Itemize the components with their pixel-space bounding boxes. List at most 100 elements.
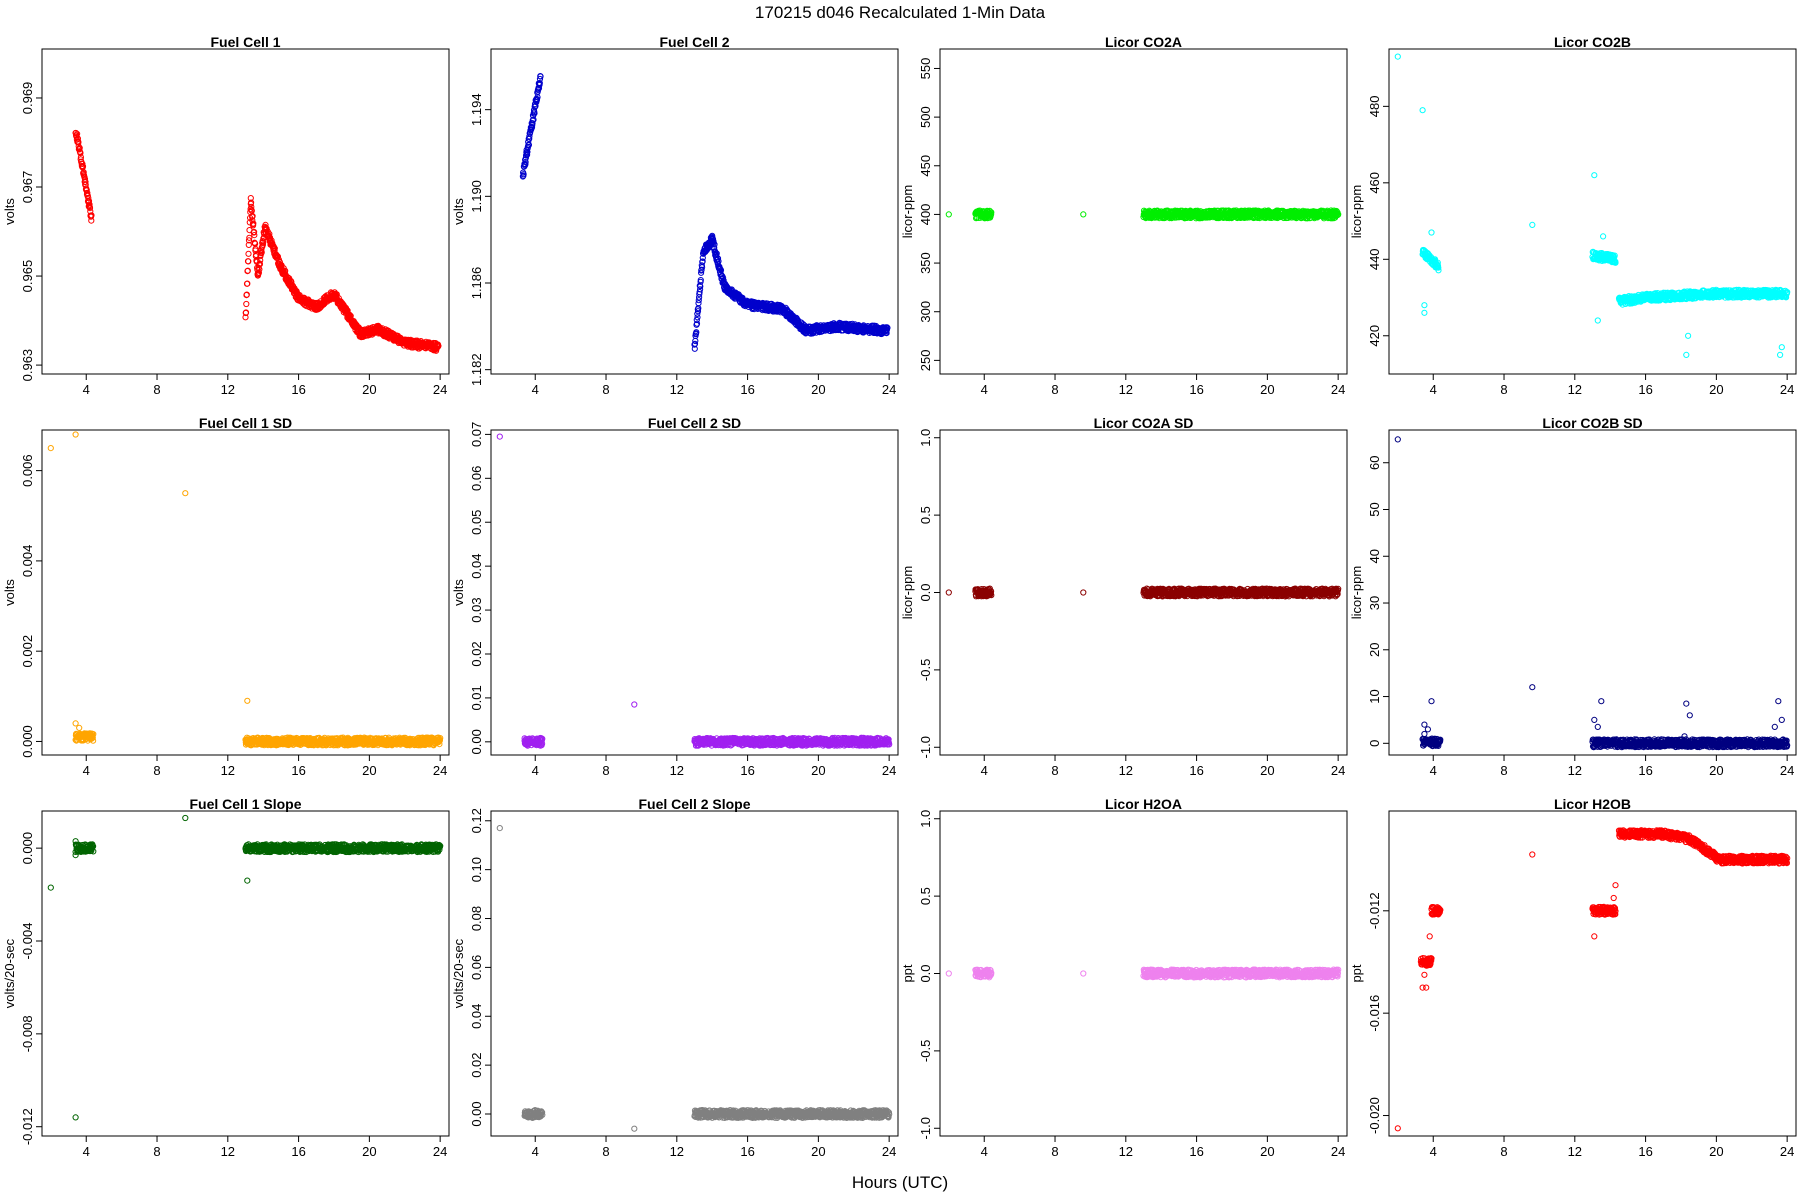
plot-frame xyxy=(41,429,450,756)
plot-frame xyxy=(1388,48,1797,375)
y-tick-label: 440 xyxy=(1367,248,1382,270)
x-tick-label: 8 xyxy=(153,382,160,397)
y-tick-label: 400 xyxy=(918,204,933,226)
y-tick-label: 0.965 xyxy=(20,260,35,293)
data-point xyxy=(694,314,701,321)
data-point xyxy=(248,203,255,210)
y-tick-label: 450 xyxy=(918,155,933,177)
x-tick-label: 16 xyxy=(291,382,305,397)
data-point xyxy=(520,171,527,178)
data-point xyxy=(262,221,269,228)
data-point xyxy=(1600,233,1607,240)
y-tick-label: 0.967 xyxy=(20,171,35,204)
y-tick-label: 0.04 xyxy=(469,553,484,578)
y-tick-label: 480 xyxy=(1367,96,1382,118)
data-point xyxy=(245,241,252,248)
data-point xyxy=(243,300,250,308)
data-points xyxy=(496,433,893,749)
x-tick-label: 24 xyxy=(1331,382,1345,397)
data-point xyxy=(243,291,250,298)
data-point xyxy=(435,342,442,349)
data-point xyxy=(536,80,543,87)
data-point xyxy=(72,720,79,727)
data-point xyxy=(242,309,250,316)
x-tick-label: 8 xyxy=(153,763,160,778)
data-point xyxy=(271,244,278,251)
y-tick-label: 0.05 xyxy=(469,510,484,535)
data-point xyxy=(691,340,699,347)
y-tick-label: 0.000 xyxy=(20,725,35,758)
y-tick-label: 1.186 xyxy=(469,267,484,300)
y-tick-label: 0.06 xyxy=(469,466,484,491)
data-point xyxy=(697,277,704,284)
x-tick-label: 8 xyxy=(602,382,609,397)
data-point xyxy=(271,245,278,252)
data-point xyxy=(72,431,79,438)
data-point xyxy=(86,201,93,208)
data-point xyxy=(531,110,538,117)
data-point xyxy=(526,133,533,140)
y-tick-label: 0.00 xyxy=(469,729,484,754)
data-point xyxy=(347,312,354,319)
panel-title: Fuel Cell 2 xyxy=(659,34,729,50)
data-point xyxy=(247,195,254,202)
data-points xyxy=(72,129,442,354)
data-point xyxy=(74,135,82,142)
data-point xyxy=(1594,317,1601,324)
x-tick-label: 16 xyxy=(291,763,305,778)
y-axis-label: volts xyxy=(451,579,466,606)
data-point xyxy=(697,283,704,290)
x-tick-label: 12 xyxy=(1568,382,1582,397)
data-point xyxy=(699,254,706,261)
data-point xyxy=(695,297,702,304)
x-tick-label: 20 xyxy=(1260,382,1274,397)
data-point xyxy=(251,232,258,239)
x-tick-label: 8 xyxy=(602,763,609,778)
data-point xyxy=(695,300,702,307)
y-axis-label: volts xyxy=(2,579,17,606)
panel-4: Fuel Cell 1 SD4 8 12 16 20 240.0000.0020.0040… xyxy=(2,415,450,778)
y-tick-label: 0.004 xyxy=(20,545,35,578)
y-tick-label: 1.194 xyxy=(469,93,484,126)
data-point xyxy=(522,159,529,166)
data-point xyxy=(525,138,532,146)
data-point xyxy=(77,150,84,157)
figure-title: 170215 d046 Recalculated 1-Min Data xyxy=(755,3,1046,22)
data-point xyxy=(47,445,54,452)
data-point xyxy=(75,139,82,146)
data-point xyxy=(245,250,252,257)
x-tick-label: 4 xyxy=(532,382,539,397)
data-point xyxy=(537,73,544,80)
data-point xyxy=(945,211,952,218)
x-tick-label: 12 xyxy=(221,382,235,397)
x-tick-label: 4 xyxy=(1430,382,1437,397)
data-point xyxy=(528,124,536,131)
data-points xyxy=(1394,53,1791,358)
x-tick-label: 24 xyxy=(882,382,896,397)
data-point xyxy=(245,258,252,265)
data-point xyxy=(244,267,251,274)
data-point xyxy=(1080,211,1087,218)
data-point xyxy=(1428,229,1435,236)
data-point xyxy=(1778,344,1785,351)
data-point xyxy=(711,241,718,248)
panel-title: Licor CO2A xyxy=(1105,34,1182,50)
data-point xyxy=(182,490,189,497)
x-tick-label: 20 xyxy=(362,382,376,397)
data-point xyxy=(1419,107,1426,114)
data-point xyxy=(698,269,705,276)
data-point xyxy=(85,198,93,205)
plot-frame xyxy=(41,48,450,375)
data-point xyxy=(525,141,533,149)
data-point xyxy=(85,195,92,202)
data-point xyxy=(266,230,273,238)
data-point xyxy=(249,213,256,220)
data-point xyxy=(697,286,704,293)
data-point xyxy=(522,161,529,168)
panel-5: Fuel Cell 2 SD4 8 12 16 20 240.000.010.020.03… xyxy=(451,415,899,778)
x-tick-label: 24 xyxy=(1780,382,1794,397)
chart-panels: Fuel Cell 14 8 12 16 20 240.9630.9650.9670.96… xyxy=(2,34,1797,1159)
data-point xyxy=(693,329,700,336)
x-tick-label: 12 xyxy=(221,763,235,778)
